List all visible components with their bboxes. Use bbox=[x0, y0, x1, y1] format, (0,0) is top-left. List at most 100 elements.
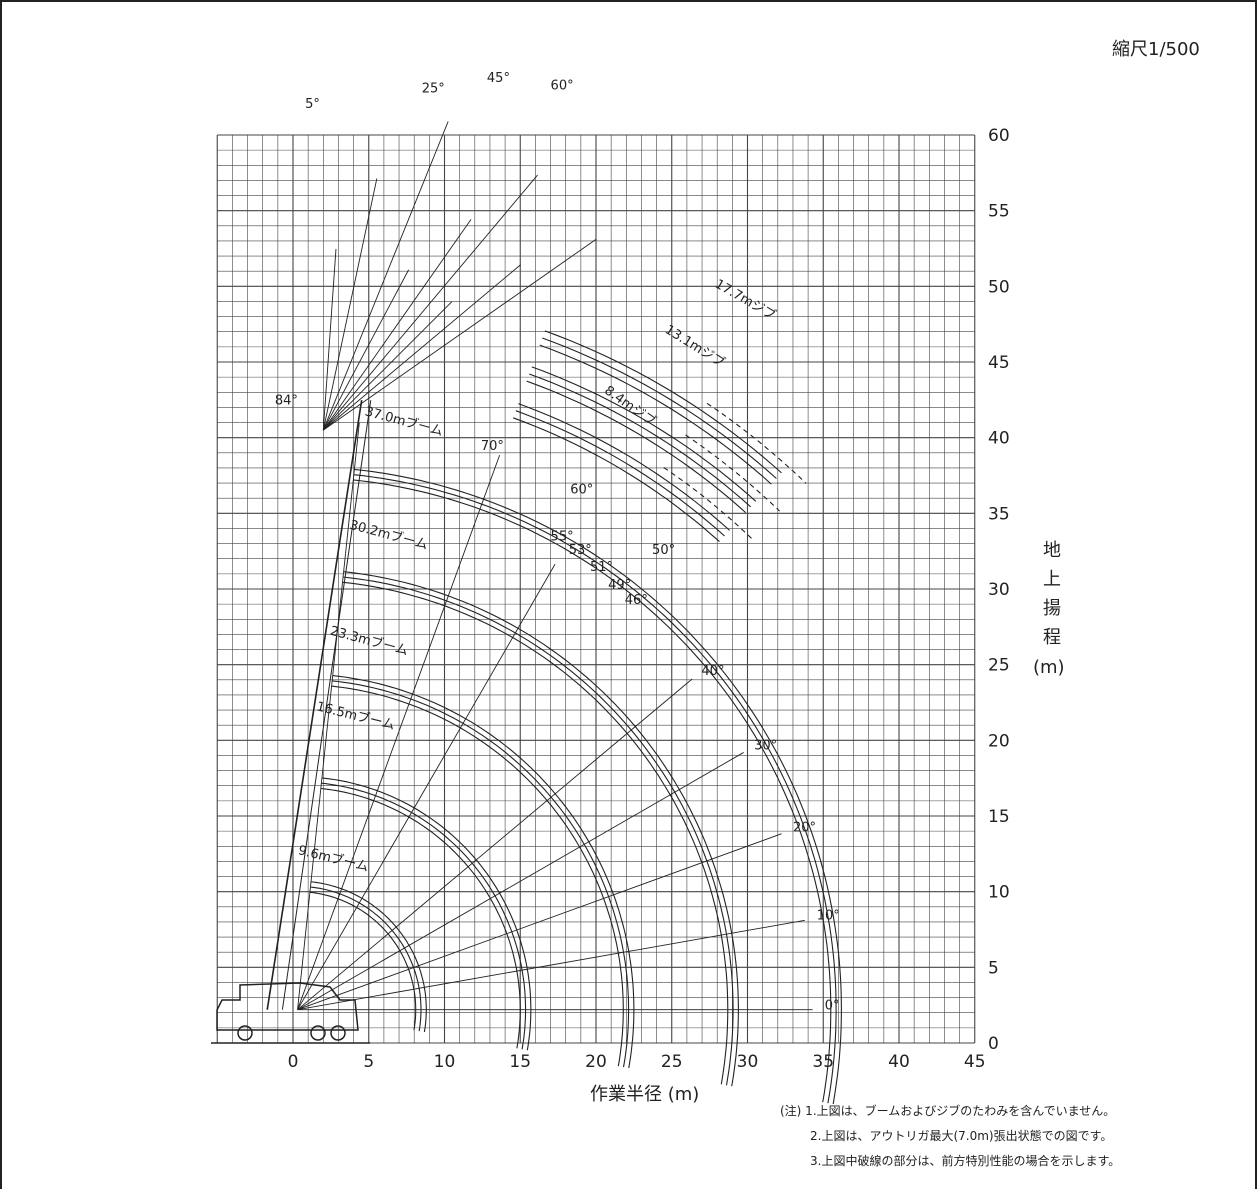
jib-range-arc-special bbox=[685, 434, 780, 512]
jib-line bbox=[322, 301, 453, 431]
jib-range-arc bbox=[542, 337, 777, 479]
boom-angle-label: 10° bbox=[817, 908, 840, 923]
jib-line bbox=[322, 248, 337, 431]
boom-angle-lines bbox=[297, 422, 813, 1011]
jib-lines bbox=[322, 121, 597, 431]
jib-end-angle-label: 46° bbox=[625, 593, 648, 608]
boom-angle-label: 0° bbox=[825, 999, 840, 1014]
boom-length-label: 9.6mブーム bbox=[297, 842, 371, 875]
x-tick-label: 30 bbox=[737, 1052, 759, 1072]
jib-range-arc-special bbox=[706, 402, 807, 484]
jib-range-arc bbox=[515, 410, 725, 537]
boom-angle-line bbox=[297, 422, 360, 1010]
jib-end-angle-label: 50° bbox=[652, 543, 675, 558]
boom-range-arc bbox=[320, 787, 521, 1049]
x-tick-label: 25 bbox=[661, 1052, 683, 1072]
jib-end-angle-label: 53° bbox=[569, 543, 592, 558]
boom-range-arc bbox=[353, 479, 832, 1103]
y-tick-label: 5 bbox=[988, 958, 999, 978]
jib-end-angle-label: 49° bbox=[608, 578, 631, 593]
boom-range-arc bbox=[343, 576, 734, 1086]
boom-range-arc bbox=[332, 680, 630, 1068]
boom-angle-line bbox=[297, 454, 501, 1010]
boom-angle-label: 40° bbox=[701, 664, 724, 679]
jib-line bbox=[323, 264, 521, 431]
jib-offset-label: 60° bbox=[551, 79, 574, 94]
note-3: 3.上図中破線の部分は、前方特別性能の場合を示します。 bbox=[810, 1153, 1120, 1168]
note-1: (注) 1.上図は、ブームおよびジブのたわみを含んでいません。 bbox=[780, 1103, 1115, 1118]
y-tick-label: 45 bbox=[988, 353, 1010, 373]
boom-range-arc bbox=[332, 675, 635, 1069]
y-tick-label: 35 bbox=[988, 504, 1010, 524]
boom-range-arc bbox=[309, 891, 417, 1031]
y-axis-title-char: 揚 bbox=[1043, 598, 1061, 619]
y-tick-label: 30 bbox=[988, 580, 1010, 600]
y-tick-label: 40 bbox=[988, 429, 1010, 449]
boom-length-label: 37.0mブーム bbox=[363, 403, 445, 439]
x-tick-label: 10 bbox=[434, 1052, 456, 1072]
boom-84deg-side bbox=[281, 400, 372, 1010]
crane-truck-icon bbox=[211, 982, 370, 1044]
boom-angle-label: 30° bbox=[754, 738, 777, 753]
jib-range-arc bbox=[539, 344, 772, 485]
boom-range-arc bbox=[321, 777, 532, 1051]
jib-range-arc bbox=[518, 403, 730, 531]
boom-range-arc bbox=[353, 474, 837, 1104]
boom-angle-label: 60° bbox=[570, 483, 593, 498]
jib-line bbox=[322, 219, 472, 431]
boom-range-arc bbox=[310, 881, 427, 1033]
boom-angle-line bbox=[297, 563, 556, 1010]
x-axis-title: 作業半径 (m) bbox=[590, 1084, 699, 1105]
jib-line bbox=[322, 269, 410, 431]
y-tick-label: 50 bbox=[988, 277, 1010, 297]
jib-range-arc bbox=[513, 417, 720, 543]
jib-line bbox=[323, 238, 597, 431]
boom-range-arc bbox=[354, 468, 842, 1105]
note-2: 2.上図は、アウトリガ最大(7.0m)張出状態での図です。 bbox=[810, 1128, 1112, 1143]
y-tick-label: 20 bbox=[988, 731, 1010, 751]
boom-angle-label: 70° bbox=[481, 439, 504, 454]
jib-range-arc bbox=[544, 330, 782, 474]
scale-label: 縮尺1/500 bbox=[1112, 39, 1200, 60]
jib-range-arc-special bbox=[663, 467, 753, 540]
x-tick-label: 20 bbox=[585, 1052, 607, 1072]
y-tick-label: 55 bbox=[988, 202, 1010, 222]
y-axis-title-char: 程 bbox=[1043, 627, 1061, 648]
x-tick-label: 15 bbox=[509, 1052, 531, 1072]
boom-lines bbox=[266, 400, 372, 1010]
x-tick-label: 40 bbox=[888, 1052, 910, 1072]
boom-angle-line bbox=[297, 919, 805, 1011]
jib-range-arc bbox=[526, 380, 747, 514]
boom-range-arc bbox=[310, 886, 422, 1032]
jib-line bbox=[322, 121, 449, 431]
grid bbox=[216, 134, 976, 1044]
jib-line bbox=[322, 178, 378, 431]
boom-length-label: 30.2mブーム bbox=[348, 517, 430, 553]
boom-angle-line bbox=[297, 833, 782, 1011]
y-tick-label: 15 bbox=[988, 807, 1010, 827]
x-tick-label: 0 bbox=[288, 1052, 299, 1072]
boom-angle-line bbox=[297, 678, 693, 1011]
boom-angle-line bbox=[297, 752, 744, 1011]
jib-offset-label: 25° bbox=[422, 82, 445, 97]
y-axis-title-char: 地 bbox=[1043, 540, 1061, 561]
y-tick-label: 60 bbox=[988, 126, 1010, 146]
boom-range-arc bbox=[321, 782, 527, 1050]
jib-end-angle-label: 51° bbox=[590, 560, 613, 575]
boom-range-arc bbox=[343, 571, 739, 1087]
boom-range-arc bbox=[331, 685, 624, 1067]
x-tick-label: 5 bbox=[363, 1052, 374, 1072]
boom-84deg bbox=[266, 400, 363, 1010]
jib-range-arc bbox=[529, 373, 752, 508]
working-range-curves bbox=[309, 330, 842, 1105]
jib-line bbox=[322, 174, 538, 431]
boom-angle-label: 20° bbox=[793, 821, 816, 836]
boom-angle-label: 84° bbox=[275, 393, 298, 408]
jib-offset-label: 45° bbox=[487, 71, 510, 86]
y-tick-label: 25 bbox=[988, 656, 1010, 676]
y-tick-label: 10 bbox=[988, 883, 1010, 903]
